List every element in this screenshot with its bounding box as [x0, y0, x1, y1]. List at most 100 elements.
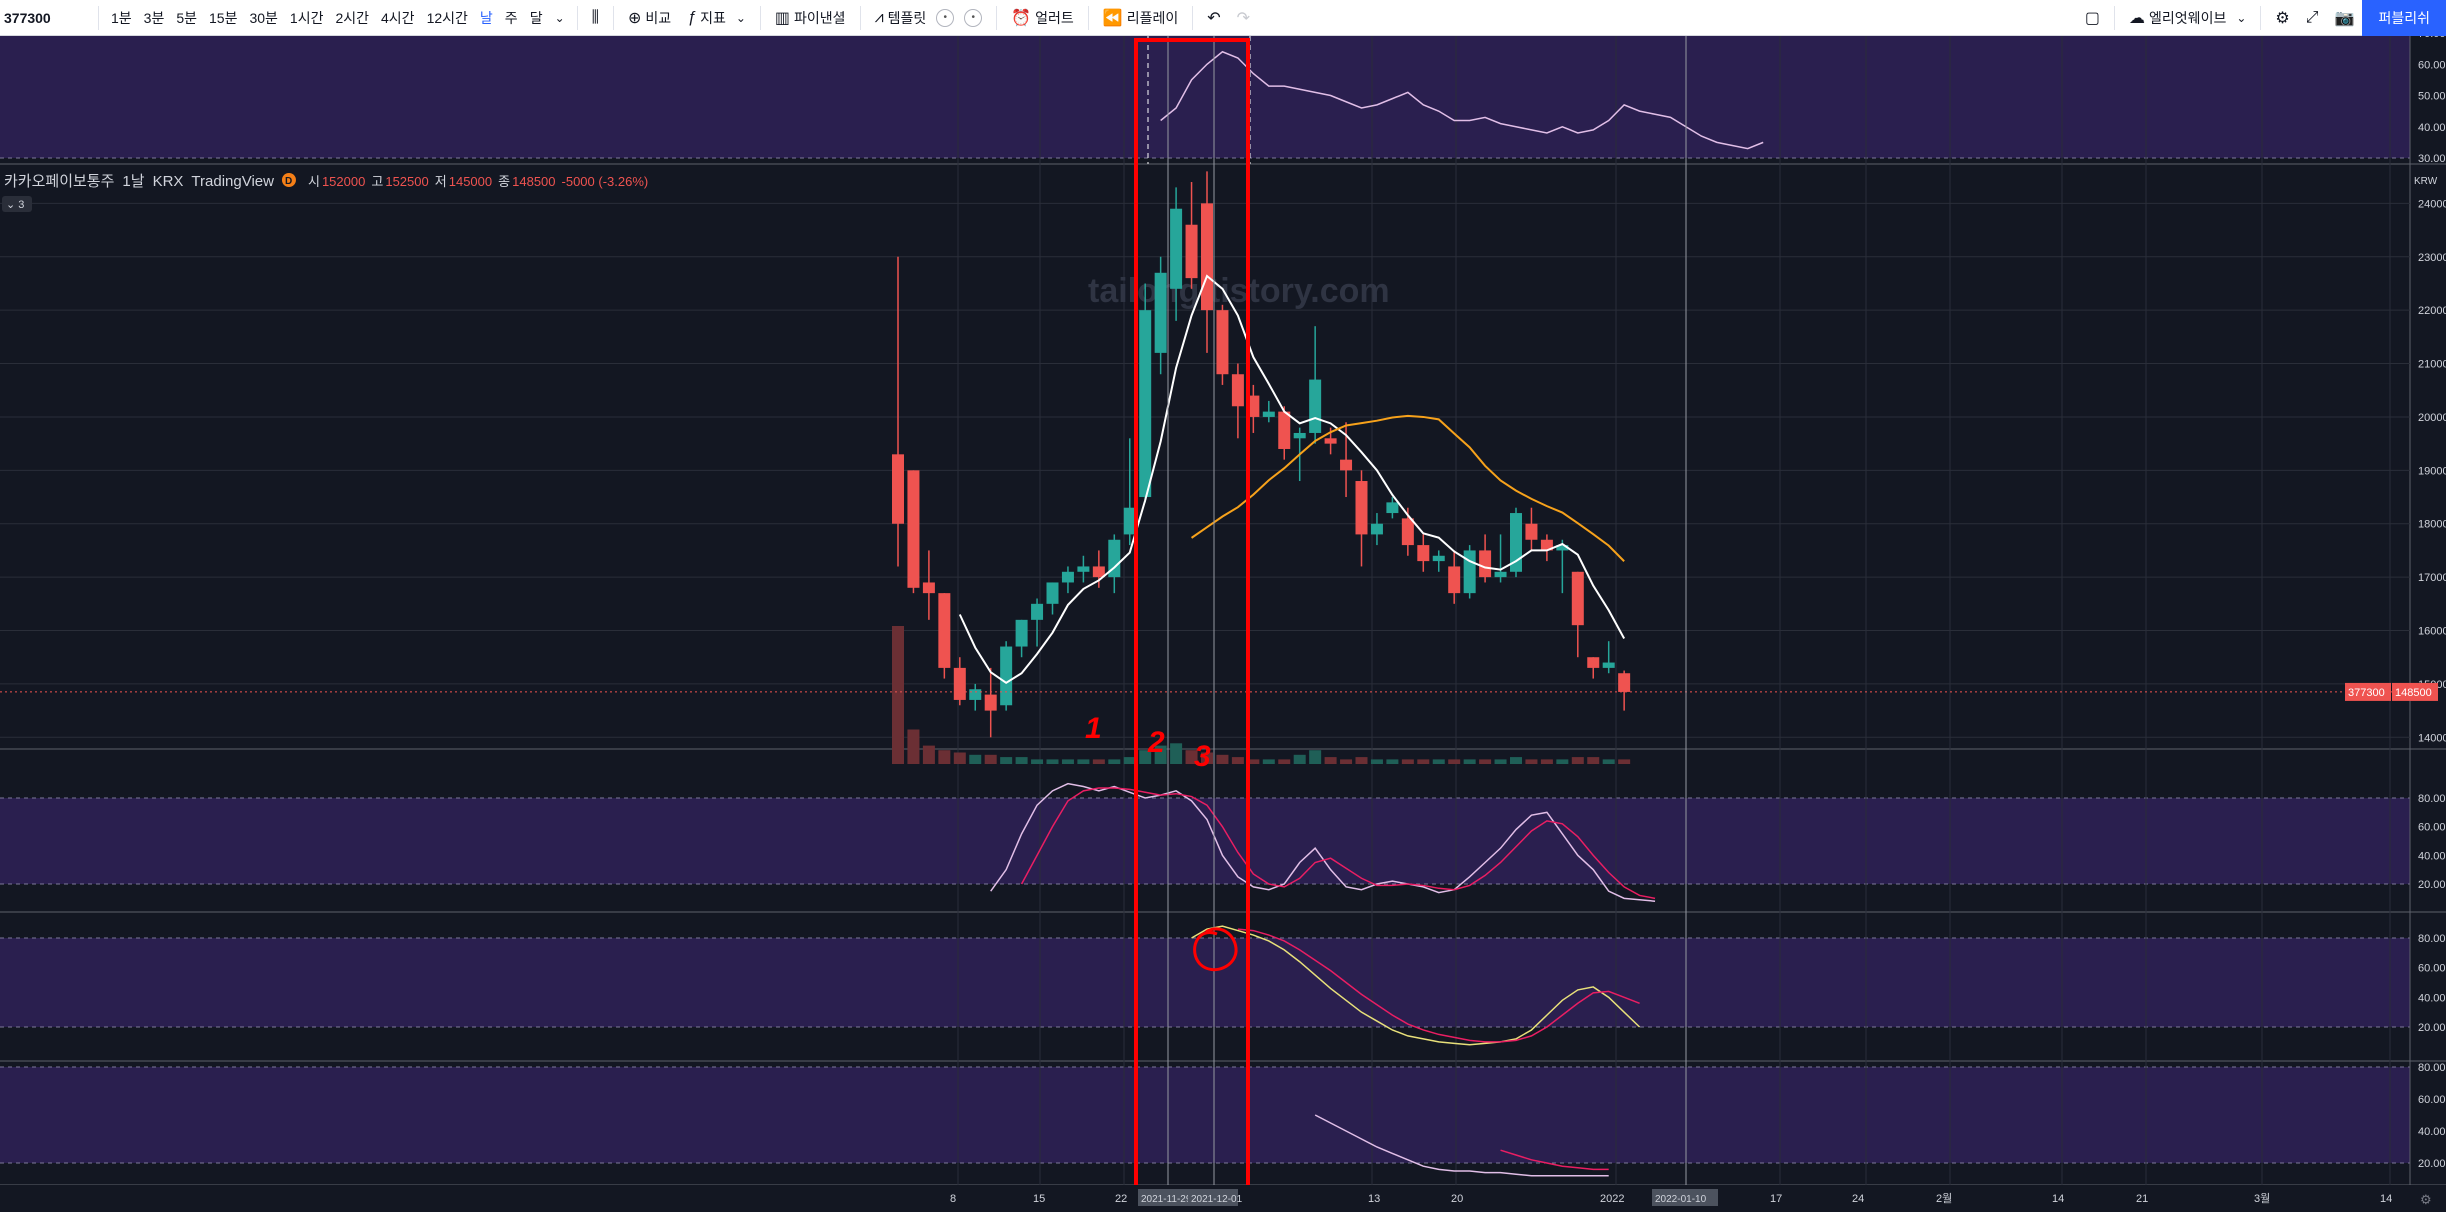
template-slot-1-icon[interactable]: • — [936, 8, 955, 27]
volume-bar — [1154, 745, 1167, 764]
indicators-label: 지표 — [700, 9, 726, 26]
toolbar-divider — [859, 5, 861, 30]
candle-up — [1015, 619, 1028, 647]
ma-short-line — [958, 274, 1626, 685]
layout-selector[interactable]: ☁ 엘리엇웨이브 ⌄ — [2121, 4, 2254, 32]
fullscreen-toggle[interactable]: ▢ — [2077, 4, 2108, 32]
time-axis-label: 3월 — [2254, 1192, 2270, 1205]
financials-button[interactable]: ▥ 파이낸셜 — [767, 4, 854, 32]
toolbar-divider — [98, 5, 99, 30]
alert-button[interactable]: ⏰ 얼러트 — [1003, 4, 1082, 32]
stoch3-tick: 40.00 — [2418, 1126, 2446, 1138]
ma-long-line — [1190, 414, 1625, 562]
candle-up — [1510, 513, 1522, 572]
interval-0-button[interactable]: 1분 — [111, 9, 132, 26]
legend-collapsed-count: ⌄ 3 — [6, 199, 24, 211]
time-axis-label: 24 — [1852, 1193, 1864, 1205]
candle-down — [1401, 518, 1414, 546]
candle-down — [1231, 374, 1244, 407]
settings-button[interactable]: ⚙ — [2267, 4, 2297, 32]
interval-3-button[interactable]: 15분 — [209, 9, 238, 26]
stoch3-tick: 60.00 — [2418, 1094, 2446, 1106]
volume-bar — [1618, 759, 1631, 764]
candle-down — [953, 667, 966, 700]
gear-icon: ⚙ — [2275, 9, 2290, 27]
candle-up — [1556, 545, 1569, 551]
volume-bar — [1077, 759, 1090, 764]
candle-up — [969, 689, 982, 700]
volume-bar — [1170, 743, 1183, 764]
interval-4-button[interactable]: 30분 — [249, 9, 278, 26]
symbol-search[interactable]: 377300 — [4, 9, 51, 26]
indicators-button[interactable]: ƒ 지표 ⌄ — [679, 4, 754, 32]
volume-bar — [984, 754, 997, 764]
interval-6-button[interactable]: 2시간 — [335, 9, 370, 26]
time-cursor-tag-bg — [1138, 1189, 1198, 1206]
candle-down — [1571, 571, 1584, 626]
replay-button[interactable]: ⏪ 리플레이 — [1095, 4, 1186, 32]
volume-bar — [938, 750, 951, 764]
last-price-tag-bg — [2392, 682, 2438, 701]
publish-button[interactable]: 퍼블리쉬 — [2362, 0, 2446, 36]
templates-label: 템플릿 — [887, 9, 927, 26]
maximize-button[interactable]: ⤢ — [2298, 4, 2327, 32]
candle-up — [1309, 379, 1322, 433]
interval-2-button[interactable]: 5분 — [176, 9, 198, 26]
time-cursor-tag: 2022-01-10 — [1655, 1194, 1707, 1205]
volume-bar — [1571, 757, 1584, 764]
candle-down — [922, 582, 935, 594]
candle-down — [1587, 657, 1600, 668]
alert-label: 얼러트 — [1035, 9, 1074, 26]
stoch3-tick: 80.00 — [2418, 1062, 2446, 1074]
volume-bar — [1463, 759, 1476, 764]
toolbar-divider — [1087, 5, 1089, 30]
volume-bar — [1448, 759, 1461, 764]
stoch2-d-line — [1237, 928, 1640, 1043]
interval-10-button[interactable]: 주 — [504, 9, 518, 26]
price-tick-label: 140000 — [2418, 732, 2446, 744]
template-slot-2-icon[interactable]: • — [964, 8, 983, 27]
candle-up — [1154, 272, 1167, 353]
volume-bar — [1216, 754, 1229, 764]
candle-down — [1540, 539, 1553, 551]
toolbar-divider — [2260, 5, 2262, 30]
top-osc-band — [0, 36, 2410, 158]
templates-button[interactable]: ⩘ 템플릿 • • — [867, 4, 991, 32]
candle-up — [1370, 523, 1383, 535]
interval-8-button[interactable]: 12시간 — [426, 9, 468, 26]
annotation-label-3: 3 — [1194, 740, 1211, 773]
annotation-label-2: 2 — [1147, 726, 1165, 759]
candle-down — [1479, 550, 1492, 578]
volume-bar — [1000, 757, 1013, 764]
redo-button[interactable]: ↷ — [1229, 4, 1258, 32]
volume-bar — [1401, 759, 1414, 764]
volume-bar — [892, 626, 904, 764]
candle-down — [1324, 438, 1337, 444]
interval-7-button[interactable]: 4시간 — [381, 9, 415, 26]
interval-1-button[interactable]: 3분 — [143, 9, 165, 26]
undo-button[interactable]: ↶ — [1199, 4, 1228, 32]
snapshot-button[interactable]: 📷 — [2327, 4, 2363, 32]
legend-close-value: 148500 — [512, 174, 555, 189]
time-axis-label: 17 — [1770, 1193, 1782, 1205]
volume-bar — [1370, 759, 1383, 764]
chart-canvas[interactable]: 240000 230000 220000 210000 200000 190000 1800… — [0, 36, 2446, 1212]
compare-button[interactable]: ⊕ 비교 — [620, 4, 679, 32]
candle-down — [1201, 203, 1213, 311]
chart-background — [0, 36, 2446, 1212]
chart-type-button[interactable]: ⫼ — [584, 4, 607, 32]
candle-up — [1139, 310, 1152, 498]
toolbar-divider — [996, 5, 998, 30]
candle-up — [1293, 432, 1306, 439]
candle-down — [1618, 673, 1631, 692]
symbol-tag: 377300 — [2348, 687, 2385, 699]
interval-9-button[interactable]: 날 — [479, 9, 493, 26]
candle-down — [1185, 224, 1198, 279]
volume-bar — [1231, 757, 1244, 764]
chevron-down-icon[interactable]: ⌄ — [554, 10, 565, 25]
interval-11-button[interactable]: 달 — [529, 9, 543, 26]
stoch1-tick: 60.00 — [2418, 822, 2446, 834]
stoch2-tick: 80.00 — [2418, 933, 2446, 945]
interval-5-button[interactable]: 1시간 — [289, 9, 324, 26]
candle-up — [1031, 603, 1044, 620]
